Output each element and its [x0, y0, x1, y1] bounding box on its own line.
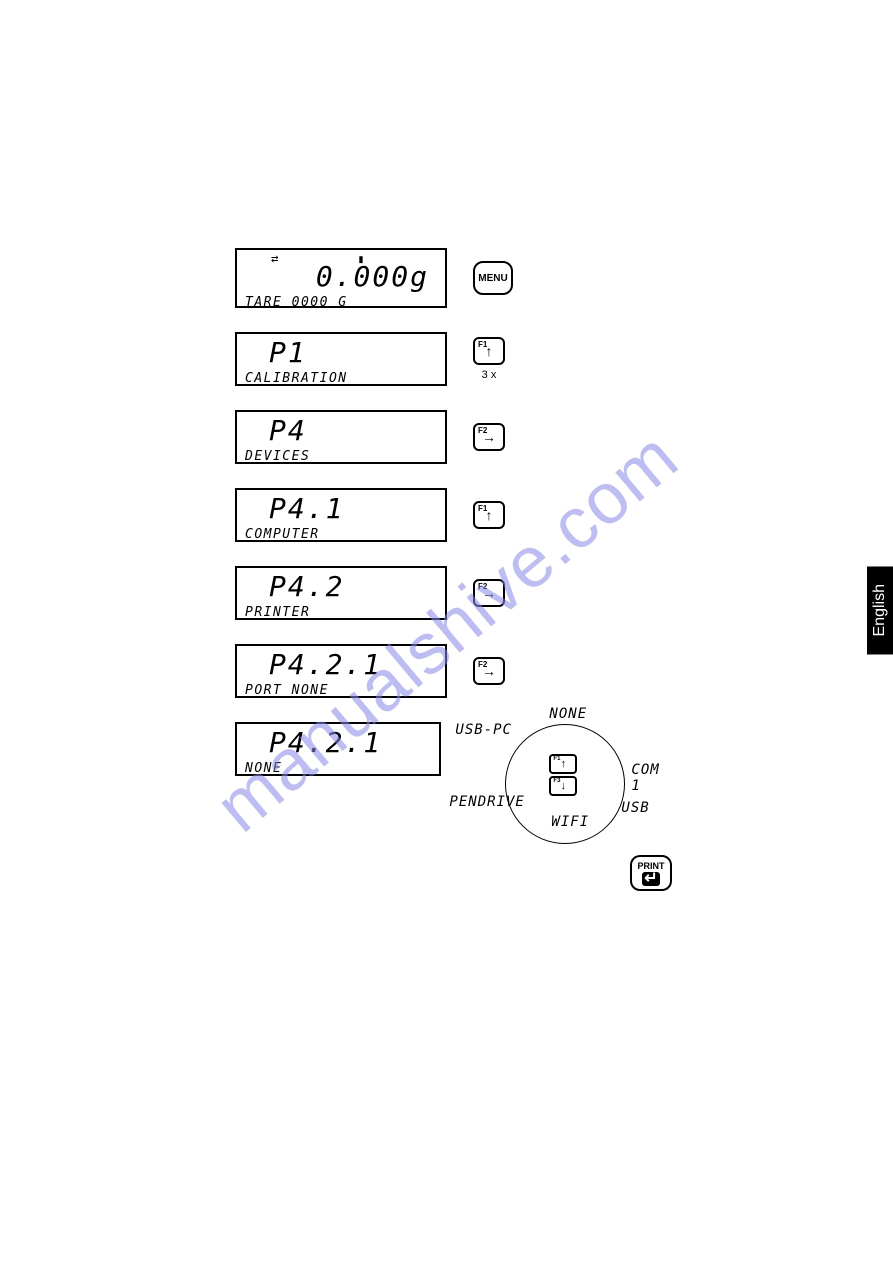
f1-up-button[interactable]: F1 ↑ [473, 337, 505, 365]
enter-icon: ↵ [642, 872, 660, 886]
lcd-screen-p41: P4.1 COMPUTER [235, 488, 447, 542]
dial-option-com1: COM 1 [631, 762, 675, 794]
manual-diagram: ⇄ ▮ 0.000g TARE 0000 G MENU P1 CALIBRATI… [235, 248, 675, 876]
f1-up-small-button[interactable]: F1 ↑ [549, 754, 577, 774]
dial-option-none: NONE [549, 706, 587, 722]
dial-option-wifi: WIFI [551, 814, 589, 830]
port-selection-dial: NONE USB-PC COM 1 PENDRIVE USB WIFI F1 ↑… [461, 722, 675, 852]
lcd-screen-p421-none: P4.2.1 NONE [235, 722, 441, 776]
f2-label: F2 [478, 660, 487, 669]
lcd-main-value: P4.2.1 [245, 728, 431, 759]
f1-label: F1 [478, 340, 487, 349]
signal-icon: ▮ [359, 254, 364, 265]
f3-label: F3 [553, 778, 560, 784]
language-tab[interactable]: English [867, 566, 893, 654]
lcd-sub-value: CALIBRATION [245, 371, 437, 386]
lcd-sub-value: COMPUTER [245, 527, 437, 542]
lcd-main-value: P4.2.1 [245, 650, 437, 681]
step-row: P4.2.1 PORT NONE F2 → [235, 644, 675, 698]
print-label: PRINT [638, 861, 665, 871]
f1-label: F1 [478, 504, 487, 513]
lcd-status-icons: ⇄ ▮ [271, 254, 364, 265]
lcd-screen-weight: ⇄ ▮ 0.000g TARE 0000 G [235, 248, 447, 308]
press-count: 3 x [482, 369, 497, 381]
lcd-screen-p421-port: P4.2.1 PORT NONE [235, 644, 447, 698]
up-arrow-icon: ↑ [561, 758, 567, 770]
step-row: P4.1 COMPUTER F1 ↑ [235, 488, 675, 542]
f2-label: F2 [478, 426, 487, 435]
lcd-main-value: P4 [245, 416, 437, 447]
menu-button[interactable]: MENU [473, 261, 513, 295]
lcd-sub-value: PRINTER [245, 605, 437, 620]
dial-option-pendrive: PENDRIVE [449, 794, 524, 810]
lcd-screen-p42: P4.2 PRINTER [235, 566, 447, 620]
print-enter-button[interactable]: PRINT ↵ [630, 855, 672, 891]
f2-right-button[interactable]: F2 → [473, 423, 505, 451]
step-row: P1 CALIBRATION F1 ↑ 3 x [235, 332, 675, 386]
lcd-main-value: P1 [245, 338, 437, 369]
lcd-main-value: P4.1 [245, 494, 437, 525]
lcd-sub-value: PORT NONE [245, 683, 437, 698]
down-arrow-icon: ↓ [561, 780, 567, 792]
f1-label: F1 [553, 756, 560, 762]
lcd-sub-value: DEVICES [245, 449, 437, 464]
f2-label: F2 [478, 582, 487, 591]
lcd-sub-value: NONE [245, 761, 431, 776]
f2-right-button[interactable]: F2 → [473, 657, 505, 685]
lcd-screen-p1: P1 CALIBRATION [235, 332, 447, 386]
f1-up-button[interactable]: F1 ↑ [473, 501, 505, 529]
f3-down-small-button[interactable]: F3 ↓ [549, 776, 577, 796]
menu-button-label: MENU [478, 273, 507, 284]
lcd-main-value: P4.2 [245, 572, 437, 603]
lcd-sub-value: TARE 0000 G [245, 295, 437, 310]
step-row: P4.2.1 NONE NONE USB-PC COM 1 PENDRIVE U… [235, 722, 675, 852]
dial-option-usb: USB [621, 800, 649, 816]
lcd-screen-p4: P4 DEVICES [235, 410, 447, 464]
f2-right-button[interactable]: F2 → [473, 579, 505, 607]
step-row: P4.2 PRINTER F2 → [235, 566, 675, 620]
stability-icon: ⇄ [271, 254, 279, 265]
lcd-main-value: 0.000g [245, 262, 437, 293]
dial-option-usbpc: USB-PC [455, 722, 512, 738]
step-row: ⇄ ▮ 0.000g TARE 0000 G MENU [235, 248, 675, 308]
step-row: P4 DEVICES F2 → [235, 410, 675, 464]
